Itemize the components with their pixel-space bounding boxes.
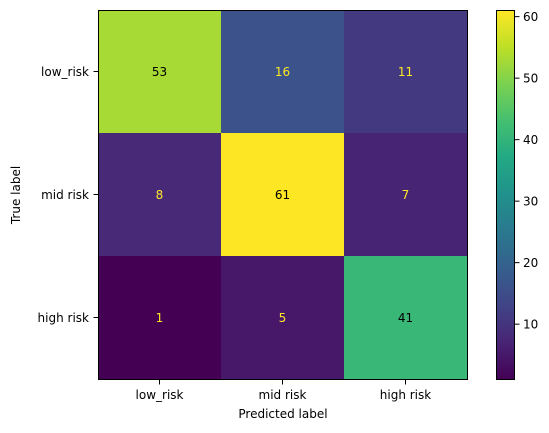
cell-value-labels: 53 16 11 8 61 7 1 5 41 xyxy=(152,65,413,325)
y-tick-label: mid risk xyxy=(41,188,89,202)
colorbar-tick-label: 10 xyxy=(523,318,538,332)
colorbar-tick-label: 30 xyxy=(523,195,538,209)
heatmap-cells xyxy=(98,10,468,380)
y-tick-label: high risk xyxy=(38,311,89,325)
colorbar xyxy=(496,10,515,380)
heatmap-cell xyxy=(221,256,345,380)
colorbar-tick-label: 40 xyxy=(523,133,538,147)
colorbar-tick-label: 60 xyxy=(523,10,538,24)
cell-value-label: 11 xyxy=(398,65,413,79)
heatmap-cell xyxy=(344,133,468,257)
cell-value-label: 41 xyxy=(398,311,413,325)
colorbar-tick-label: 50 xyxy=(523,72,538,86)
heatmap-cell xyxy=(221,133,345,257)
heatmap-cell xyxy=(98,133,222,257)
cell-value-label: 7 xyxy=(402,188,410,202)
cell-value-label: 5 xyxy=(279,311,287,325)
heatmap-cell xyxy=(344,10,468,134)
heatmap-cell xyxy=(98,256,222,380)
heatmap-cell xyxy=(344,256,468,380)
heatmap-cell xyxy=(221,10,345,134)
x-tick-label: low_risk xyxy=(136,388,184,402)
x-tick-label: high risk xyxy=(380,388,431,402)
cell-value-label: 1 xyxy=(156,311,164,325)
y-axis-label: True label xyxy=(9,166,23,225)
cell-value-label: 8 xyxy=(156,188,164,202)
x-axis-label: Predicted label xyxy=(238,407,327,421)
y-tick-label: low_risk xyxy=(41,65,89,79)
x-axis-ticks: low_risk mid risk high risk xyxy=(136,379,431,402)
x-tick-label: mid risk xyxy=(259,388,307,402)
colorbar-ticks: 10 20 30 40 50 60 xyxy=(514,10,538,332)
cell-value-label: 61 xyxy=(275,188,290,202)
heatmap-cell xyxy=(98,10,222,134)
colorbar-tick-label: 20 xyxy=(523,256,538,270)
cell-value-label: 53 xyxy=(152,65,167,79)
cell-value-label: 16 xyxy=(275,65,290,79)
